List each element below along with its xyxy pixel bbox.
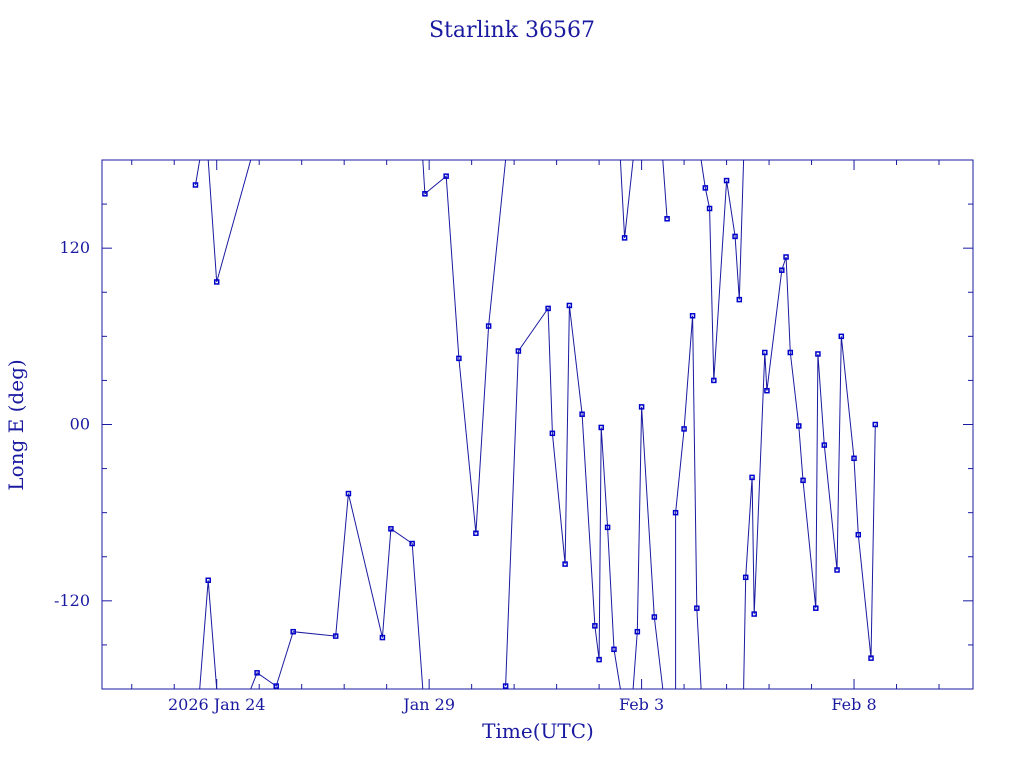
y-tick-label: 120	[59, 238, 90, 257]
series-segment	[743, 256, 876, 690]
data-point	[751, 611, 757, 617]
x-tick-label: 2026 Jan 24	[168, 695, 266, 714]
data-point	[764, 387, 770, 394]
data-point	[332, 633, 339, 639]
data-point	[689, 313, 696, 319]
data-point	[549, 430, 556, 437]
y-tick-label: 00	[70, 415, 90, 434]
data-point	[651, 614, 658, 620]
data-point	[345, 490, 352, 497]
data-point	[872, 421, 879, 428]
data-point	[473, 530, 479, 536]
data-point	[290, 628, 296, 635]
data-point	[611, 646, 617, 653]
data-point	[592, 623, 598, 629]
x-tick-label: Jan 29	[401, 695, 455, 714]
data-point	[379, 634, 386, 641]
y-tick-label: -120	[54, 591, 90, 610]
series-segment	[700, 159, 745, 381]
data-point	[579, 411, 585, 417]
y-axis-label: Long E (deg)	[4, 359, 28, 490]
data-point	[723, 177, 730, 184]
data-point	[702, 185, 709, 191]
data-point	[273, 683, 279, 689]
data-point	[388, 526, 394, 532]
data-point	[634, 628, 641, 635]
data-point	[815, 351, 821, 357]
data-point	[868, 655, 874, 661]
data-point	[783, 254, 789, 260]
x-tick-label: Feb 8	[831, 695, 876, 714]
data-point	[621, 235, 628, 241]
data-point	[681, 426, 687, 432]
data-point	[422, 191, 428, 197]
plot-frame	[101, 159, 974, 690]
series-segment	[505, 305, 621, 690]
data-point	[254, 670, 260, 676]
data-point	[409, 540, 415, 547]
data-point	[851, 455, 857, 462]
data-point	[545, 305, 551, 312]
data-point	[205, 577, 211, 584]
data-point	[596, 656, 602, 663]
data-point	[711, 377, 717, 384]
data-point	[762, 349, 768, 356]
data-point	[694, 605, 700, 611]
data-point	[485, 323, 492, 329]
data-point	[456, 355, 462, 362]
data-point	[706, 205, 713, 212]
data-point	[598, 424, 604, 431]
series-segment	[422, 159, 507, 534]
data-point	[838, 333, 845, 340]
data-point	[515, 348, 522, 354]
data-point	[821, 442, 828, 448]
data-point	[834, 567, 840, 573]
data-point	[800, 477, 806, 484]
longitude-markers	[192, 173, 879, 689]
data-point	[443, 173, 449, 179]
data-point	[732, 233, 738, 240]
chart-title: Starlink 36567	[429, 18, 595, 43]
x-axis-ticks: 2026 Jan 24 Jan 29 Feb 3 Feb 8	[131, 160, 940, 714]
data-point	[192, 182, 199, 188]
data-point	[213, 279, 220, 285]
data-point	[813, 605, 819, 611]
data-point	[638, 404, 645, 410]
data-point	[562, 561, 568, 567]
series-segment	[619, 159, 634, 238]
data-point	[855, 531, 862, 538]
data-point	[796, 423, 802, 429]
series-segment	[632, 406, 664, 690]
data-point	[779, 267, 785, 273]
series-segment	[662, 159, 668, 219]
data-point	[672, 509, 679, 516]
series-segment	[195, 159, 252, 283]
data-point	[749, 474, 755, 481]
data-point	[502, 683, 509, 689]
series-segment	[675, 315, 702, 690]
series-segment	[199, 493, 424, 690]
data-point	[787, 349, 794, 356]
y-axis-ticks: 120 00 -120	[54, 203, 973, 646]
data-point	[742, 574, 749, 581]
longitude-series	[195, 159, 876, 690]
data-point	[736, 296, 743, 303]
x-axis-label: Time(UTC)	[482, 719, 594, 743]
x-tick-label: Feb 3	[619, 695, 664, 714]
data-point	[566, 302, 573, 309]
data-point	[664, 216, 670, 222]
data-point	[604, 524, 611, 531]
